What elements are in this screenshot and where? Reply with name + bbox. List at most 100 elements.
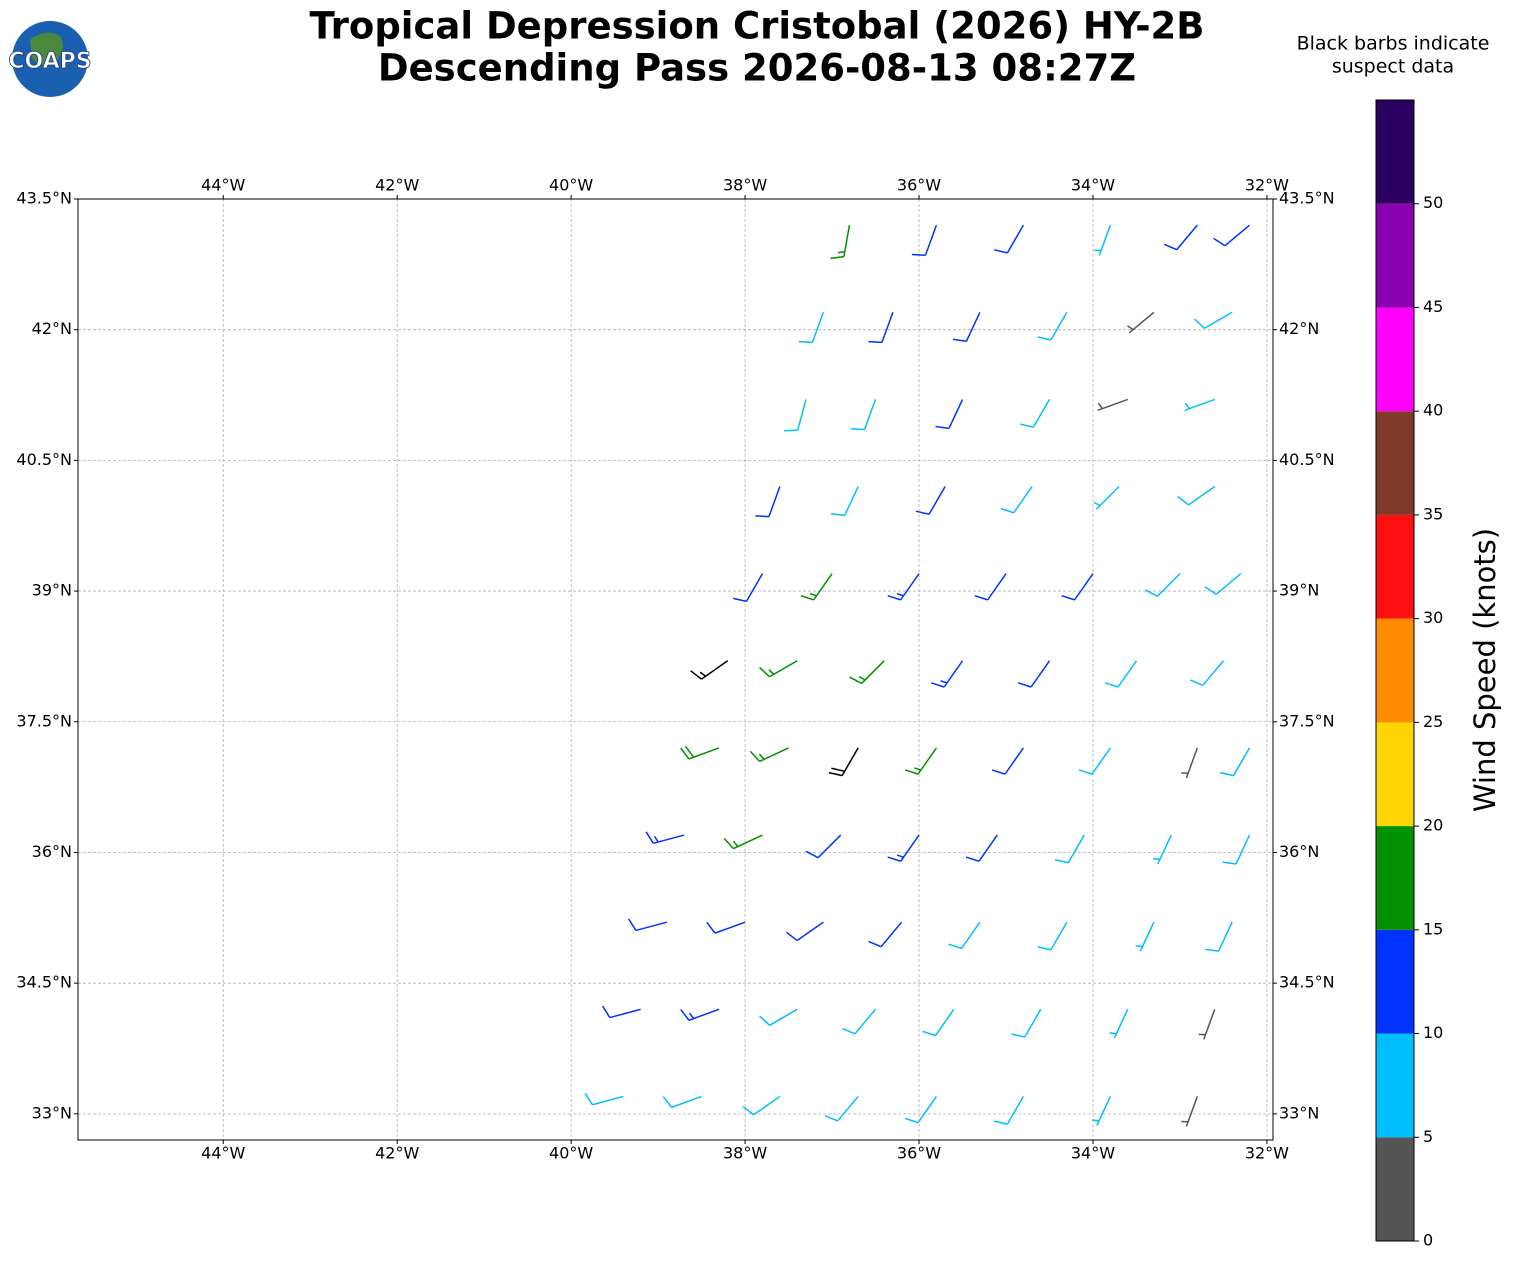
wind-barb	[1135, 921, 1155, 952]
x-tick-label: 44°W	[201, 1144, 245, 1163]
wind-barb	[842, 1008, 877, 1035]
wind-barb	[1204, 573, 1242, 595]
y-tick-label: 39°N	[1279, 581, 1319, 600]
wind-barb	[1104, 660, 1138, 688]
y-tick-label: 37.5°N	[1279, 711, 1335, 730]
y-tick-label: 42°N	[1279, 319, 1319, 338]
wind-barb	[828, 747, 859, 777]
colorbar-tick-label: 20	[1423, 816, 1443, 835]
wind-barb	[680, 1008, 720, 1021]
wind-barb	[904, 747, 938, 775]
wind-barb	[1163, 224, 1198, 251]
colorbar-segment	[1376, 618, 1414, 723]
wind-barb	[1000, 486, 1033, 514]
wind-barb	[800, 573, 833, 601]
wind-barb	[733, 573, 764, 603]
wind-barb	[742, 1095, 781, 1116]
wind-barb	[922, 1008, 955, 1037]
logo-text: COAPS	[8, 49, 91, 74]
wind-barb	[1177, 485, 1216, 506]
colorbar-tick-label: 10	[1423, 1023, 1443, 1042]
wind-barb	[1181, 747, 1199, 779]
note: suspect data	[1332, 56, 1454, 78]
wind-barb	[706, 921, 746, 934]
wind-barb	[1093, 485, 1120, 510]
wind-barb	[759, 660, 798, 678]
wind-barb	[1092, 1096, 1112, 1126]
colorbar-tick-label: 50	[1423, 193, 1443, 212]
wind-barb	[1190, 660, 1225, 686]
y-tick-label: 36°N	[1279, 842, 1319, 861]
wind-barb	[1181, 1096, 1199, 1127]
wind-barb	[824, 1095, 859, 1122]
wind-barb	[662, 1095, 702, 1109]
wind-barb	[1097, 398, 1129, 412]
wind-barb	[868, 312, 894, 344]
wind-barb	[1198, 1009, 1216, 1040]
wind-barb	[584, 1092, 624, 1106]
colorbar-segment	[1376, 203, 1414, 308]
colorbar-tick-label: 0	[1423, 1231, 1433, 1250]
wind-barb	[952, 311, 981, 343]
y-tick-label: 43.5°N	[1279, 189, 1335, 208]
wind-barb	[1061, 573, 1094, 601]
plot-frame	[77, 198, 1274, 1141]
x-tick-label: 34°W	[1071, 176, 1115, 195]
x-tick-label: 32°W	[1245, 176, 1289, 195]
wind-barb	[798, 312, 825, 344]
wind-barb	[1020, 399, 1051, 428]
y-tick-label: 34.5°N	[16, 973, 72, 992]
wind-barb	[645, 831, 685, 845]
wind-barb	[887, 573, 920, 601]
wind-barb	[1205, 921, 1233, 952]
x-tick-label: 42°W	[375, 176, 419, 195]
note: Black barbs indicate	[1297, 33, 1490, 55]
x-tick-label: 38°W	[723, 1144, 767, 1163]
wind-barb	[690, 660, 729, 680]
wind-barb	[1037, 311, 1068, 341]
chart-title: Tropical Depression Cristobal (2026) HY-…	[309, 5, 1204, 48]
y-tick-label: 42°N	[32, 319, 72, 338]
wind-barb	[1152, 834, 1172, 865]
y-tick-label: 43.5°N	[16, 189, 72, 208]
y-tick-label: 34.5°N	[1279, 973, 1335, 992]
x-tick-label: 34°W	[1071, 1144, 1115, 1163]
colorbar-segment	[1376, 722, 1414, 827]
wind-barb	[868, 921, 903, 948]
wind-barb	[993, 1096, 1025, 1125]
colorbar-tick-label: 40	[1423, 401, 1443, 420]
colorbar-tick-label: 45	[1423, 297, 1443, 316]
wind-barb	[930, 660, 964, 688]
y-tick-label: 33°N	[32, 1103, 72, 1122]
x-tick-label: 40°W	[549, 1144, 593, 1163]
wind-barb	[830, 225, 851, 260]
colorbar-segment	[1376, 307, 1414, 412]
y-tick-label: 40.5°N	[1279, 450, 1335, 469]
wind-barb	[1054, 834, 1085, 864]
colorbar-segment	[1376, 1033, 1414, 1138]
wind-barb	[965, 834, 998, 862]
y-tick-label: 40.5°N	[16, 450, 72, 469]
colorbar-segment	[1376, 411, 1414, 515]
wind-barb	[1213, 224, 1251, 247]
wind-barb	[759, 1008, 798, 1026]
x-tick-label: 38°W	[723, 176, 767, 195]
wind-barb	[805, 834, 842, 859]
wind-barb	[680, 745, 720, 760]
y-tick-label: 37.5°N	[16, 711, 72, 730]
wind-barb	[904, 1096, 938, 1124]
wind-barb	[601, 1005, 641, 1019]
wind-barb	[1011, 1008, 1042, 1038]
x-tick-label: 44°W	[201, 176, 245, 195]
logo-land	[30, 32, 64, 66]
wind-barb	[887, 834, 920, 862]
wind-barb	[850, 399, 877, 431]
y-tick-label: 39°N	[32, 581, 72, 600]
wind-barb	[974, 573, 1007, 601]
wind-barb	[755, 486, 781, 518]
x-tick-label: 32°W	[1245, 1144, 1289, 1163]
wind-barb	[1184, 398, 1215, 412]
colorbar-segment	[1376, 826, 1414, 930]
wind-barb	[1017, 660, 1051, 688]
